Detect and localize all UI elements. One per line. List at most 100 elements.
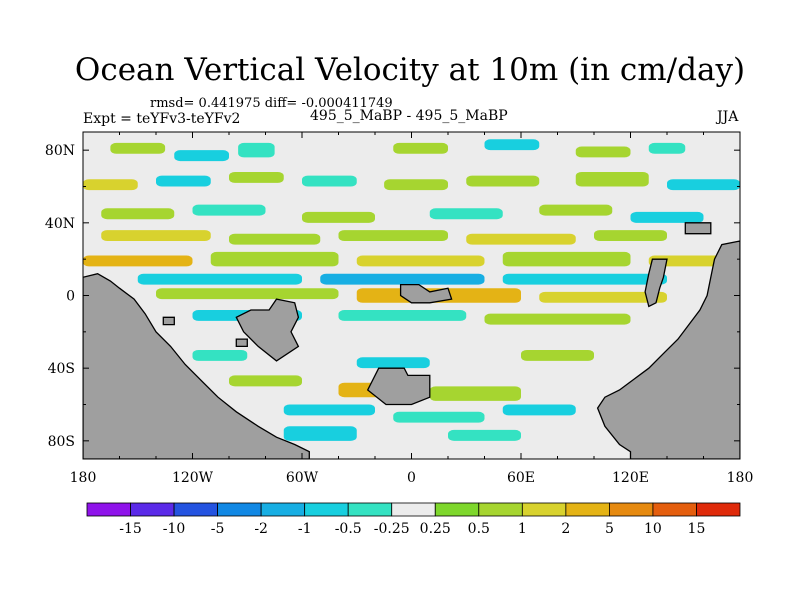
contour-band (429, 386, 521, 401)
land-islet-west-1 (162, 316, 175, 326)
colorbar-swatch (217, 502, 262, 517)
colorbar-label: 15 (688, 521, 706, 537)
contour-band (630, 211, 704, 223)
y-tick-label: 40S (48, 361, 75, 377)
x-tick-label: 120W (172, 470, 214, 486)
y-tick-label: 80S (48, 434, 75, 450)
colorbar-swatch (86, 502, 131, 517)
contour-band (484, 313, 631, 325)
x-tick-label: 60E (507, 470, 535, 486)
colorbar-swatch (130, 502, 175, 517)
contour-band (356, 255, 485, 267)
colorbar-swatch (478, 502, 523, 517)
velocity-contours (83, 139, 740, 441)
x-axis: 180 120W 60W 0 60E 120E 180 (70, 132, 754, 486)
x-tick-label: 0 (407, 470, 416, 486)
colorbar: -15 -10 -5 -2 -1 -0.5 -0.25 0.25 0.5 1 2 5 10 15 (86, 502, 741, 537)
land-islet-northeast (684, 222, 712, 235)
contour-band (83, 255, 193, 267)
colorbar-swatch (260, 502, 306, 517)
experiment-label: Expt = teYFv3-teYFv2 (83, 111, 241, 127)
contour-band (575, 171, 649, 187)
colorbar-swatch (521, 502, 567, 517)
y-tick-label: 40N (45, 216, 75, 232)
colorbar-swatch (304, 502, 349, 517)
colorbar-swatch (609, 502, 654, 517)
contour-band (229, 233, 321, 245)
contour-band (229, 171, 284, 183)
x-tick-label: 60W (286, 470, 319, 486)
contour-band (502, 273, 667, 285)
x-tick-label: 120E (612, 470, 649, 486)
y-tick-label: 80N (45, 143, 75, 159)
colorbar-label: -1 (298, 521, 312, 537)
land-islet-west-2 (235, 338, 248, 348)
land-island-south (366, 367, 431, 406)
contour-band (110, 142, 166, 154)
colorbar-label: 0.5 (468, 521, 490, 537)
chart-title: Ocean Vertical Velocity at 10m (in cm/da… (74, 52, 746, 88)
x-tick-label: 180 (70, 470, 97, 486)
x-tick-label: 180 (727, 470, 754, 486)
colorbar-label: -0.25 (374, 521, 410, 537)
contour-band (502, 251, 631, 267)
contour-band (539, 204, 613, 216)
contour-band (192, 350, 248, 361)
contour-band (539, 291, 667, 303)
contour-band (210, 251, 339, 267)
y-axis: 80N 40N 0 40S 80S (45, 143, 740, 450)
contour-band (429, 208, 503, 220)
contour-band (356, 357, 430, 369)
contour-band (648, 142, 686, 154)
colorbar-label: 10 (644, 521, 662, 537)
land-mask (83, 222, 740, 459)
contour-band (448, 429, 521, 441)
case-label: 495_5_MaBP - 495_5_MaBP (310, 108, 508, 124)
contour-band (101, 208, 175, 220)
contour-band (575, 146, 631, 158)
contour-band (393, 142, 448, 154)
contour-band (648, 255, 722, 267)
colorbar-label: 5 (605, 521, 614, 537)
contour-band (238, 142, 275, 158)
land-west-continent (83, 273, 310, 459)
contour-band (137, 273, 302, 285)
contour-band (393, 411, 485, 423)
contour-band (283, 426, 357, 441)
stats-line: rmsd= 0.441975 diff= -0.000411749 (150, 96, 393, 111)
colorbar-swatch (565, 502, 610, 517)
contour-band (466, 175, 540, 187)
colorbar-swatch (347, 502, 393, 517)
contour-band (338, 230, 448, 241)
season-label: JJA (717, 109, 739, 125)
colorbar-label: -5 (211, 521, 225, 537)
contour-band (283, 404, 375, 416)
contour-band (229, 375, 302, 387)
land-islet-east (644, 258, 668, 308)
contour-band (302, 175, 357, 187)
land-east-continent (596, 240, 740, 459)
colorbar-swatch (652, 502, 697, 517)
contour-band (502, 404, 576, 416)
contour-band (466, 233, 576, 245)
contour-band (101, 230, 211, 241)
colorbar-swatch (173, 502, 218, 517)
contour-band (192, 204, 266, 216)
colorbar-swatch (391, 502, 436, 517)
contour-band (83, 179, 138, 191)
contour-band (320, 273, 485, 285)
colorbar-label: 0.25 (420, 521, 451, 537)
colorbar-label: 2 (561, 521, 570, 537)
contour-band (594, 230, 667, 241)
colorbar-label: -10 (163, 521, 186, 537)
colorbar-label: -0.5 (335, 521, 362, 537)
contour-band (521, 350, 594, 361)
colorbar-label: -2 (254, 521, 268, 537)
colorbar-label: -15 (119, 521, 142, 537)
contour-band (667, 179, 740, 191)
colorbar-label: 1 (518, 521, 527, 537)
colorbar-swatch (696, 502, 741, 517)
contour-band (156, 175, 211, 187)
y-tick-label: 0 (66, 289, 75, 305)
